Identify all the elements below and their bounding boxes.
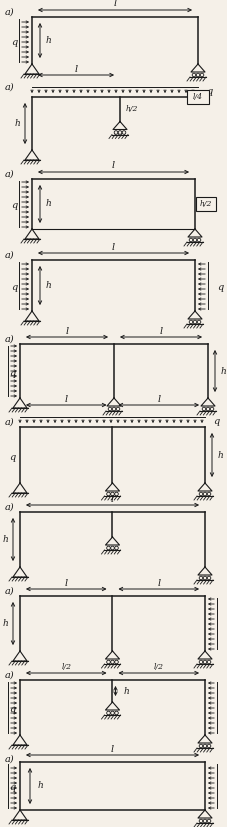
Text: q: q bbox=[9, 452, 15, 461]
Text: q: q bbox=[9, 783, 15, 792]
Bar bbox=[195, 197, 215, 211]
Text: a): a) bbox=[5, 7, 15, 17]
Text: q: q bbox=[11, 283, 17, 292]
Text: l: l bbox=[113, 0, 116, 8]
Text: q: q bbox=[11, 202, 17, 211]
Text: h: h bbox=[45, 281, 51, 290]
Text: a): a) bbox=[5, 671, 15, 680]
Text: l: l bbox=[156, 394, 160, 404]
Text: q: q bbox=[9, 705, 15, 714]
Text: h: h bbox=[2, 535, 8, 544]
Text: h/2: h/2 bbox=[125, 105, 138, 113]
Text: l: l bbox=[64, 394, 67, 404]
Text: a): a) bbox=[5, 170, 15, 179]
Text: q: q bbox=[226, 621, 227, 630]
Text: h: h bbox=[37, 782, 43, 791]
Text: q: q bbox=[205, 88, 211, 97]
Text: q: q bbox=[226, 783, 227, 792]
Bar bbox=[186, 90, 208, 104]
Text: l: l bbox=[156, 579, 160, 587]
Text: l: l bbox=[65, 327, 68, 336]
Text: a): a) bbox=[5, 251, 15, 260]
Text: a): a) bbox=[5, 418, 15, 427]
Text: h/2: h/2 bbox=[199, 200, 211, 208]
Text: l/2: l/2 bbox=[61, 663, 71, 671]
Text: a): a) bbox=[5, 334, 15, 343]
Text: a): a) bbox=[5, 586, 15, 595]
Text: l: l bbox=[74, 65, 77, 74]
Text: a): a) bbox=[5, 754, 15, 763]
Text: l: l bbox=[111, 744, 114, 753]
Text: q: q bbox=[212, 418, 218, 427]
Text: h: h bbox=[219, 366, 225, 375]
Text: h: h bbox=[123, 686, 129, 696]
Text: q: q bbox=[11, 38, 17, 47]
Text: a): a) bbox=[5, 83, 15, 92]
Text: q: q bbox=[9, 369, 15, 377]
Text: l: l bbox=[111, 495, 114, 504]
Text: h: h bbox=[45, 199, 51, 208]
Text: l: l bbox=[111, 161, 115, 170]
Text: a): a) bbox=[5, 503, 15, 512]
Text: l/4: l/4 bbox=[192, 93, 202, 101]
Text: l/2: l/2 bbox=[153, 663, 163, 671]
Text: h: h bbox=[45, 36, 51, 45]
Text: l: l bbox=[64, 579, 67, 587]
Text: h: h bbox=[2, 619, 8, 628]
Text: h: h bbox=[14, 119, 20, 128]
Text: l: l bbox=[159, 327, 162, 336]
Text: h: h bbox=[216, 451, 222, 460]
Text: l: l bbox=[111, 242, 115, 251]
Text: q: q bbox=[216, 283, 222, 292]
Text: q: q bbox=[226, 705, 227, 714]
